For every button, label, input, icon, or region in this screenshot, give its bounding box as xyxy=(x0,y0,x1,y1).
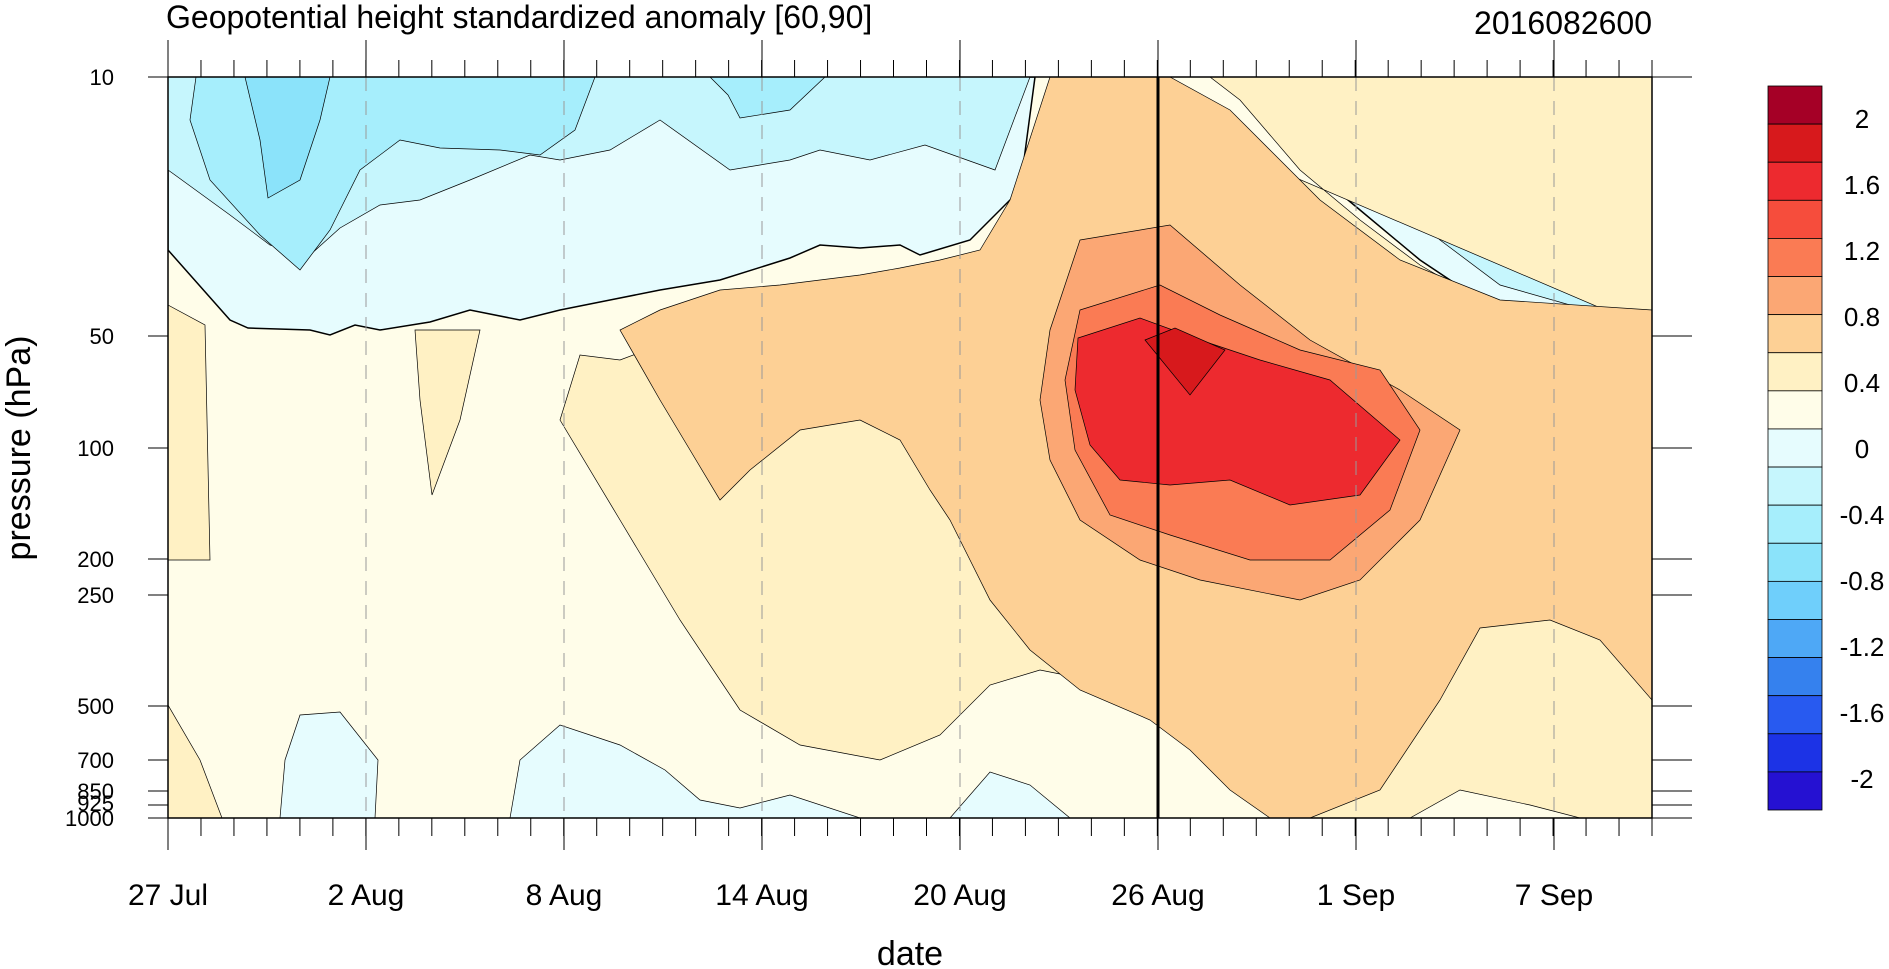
colorbar-swatch xyxy=(1767,771,1823,811)
colorbar-swatch xyxy=(1767,466,1823,506)
colorbar-swatch xyxy=(1767,733,1823,773)
contour-band-neg-12 xyxy=(279,711,379,818)
date-gridlines xyxy=(365,77,1555,818)
y-tick-1000: 1000 xyxy=(65,806,1692,831)
y-tick-700: 700 xyxy=(77,748,1692,773)
y-tick-label: 850 xyxy=(77,779,114,804)
colorbar-swatch xyxy=(1767,390,1823,430)
contour-field xyxy=(168,77,1652,818)
colorbar-swatch xyxy=(1767,352,1823,392)
y-tick-50: 50 xyxy=(90,324,1692,349)
x-tick-7-sep: 7 Sep xyxy=(1515,40,1593,912)
contour-band-pos-2 xyxy=(414,329,481,496)
y-tick-label: 100 xyxy=(77,436,114,461)
y-tick-925: 925 xyxy=(77,791,1692,816)
colorbar-label: -0.8 xyxy=(1840,566,1885,596)
x-tick-14-aug: 14 Aug xyxy=(715,40,809,912)
y-tick-label: 925 xyxy=(77,791,114,816)
colorbar-swatch xyxy=(1767,619,1823,658)
colorbar-label: 0.8 xyxy=(1844,302,1880,332)
date-stamp: 2016082600 xyxy=(1474,5,1652,41)
colorbar-label: 0 xyxy=(1855,434,1869,464)
y-axis-title: pressure (hPa) xyxy=(0,336,38,561)
colorbar-swatch xyxy=(1767,123,1823,163)
colorbar-swatch xyxy=(1767,580,1823,620)
y-tick-label: 200 xyxy=(77,547,114,572)
x-tick-1-sep: 1 Sep xyxy=(1317,40,1395,912)
colorbar-swatch xyxy=(1767,504,1823,544)
x-tick-label: 26 Aug xyxy=(1111,879,1204,912)
colorbar-label: 0.4 xyxy=(1844,368,1880,398)
x-axis-title: date xyxy=(877,935,943,969)
colorbar-swatch xyxy=(1767,199,1823,239)
colorbar xyxy=(1767,85,1823,811)
x-tick-26-aug: 26 Aug xyxy=(1111,40,1205,912)
x-minor-ticks xyxy=(167,60,1653,836)
colorbar-swatch xyxy=(1767,695,1823,735)
x-tick-27-jul: 27 Jul xyxy=(128,40,208,912)
y-tick-100: 100 xyxy=(77,436,1692,461)
y-tick-10: 10 xyxy=(90,65,1692,90)
x-tick-20-aug: 20 Aug xyxy=(913,40,1007,912)
y-tick-200: 200 xyxy=(77,547,1692,572)
colorbar-label: -1.6 xyxy=(1840,698,1885,728)
contour-band-pos-8 xyxy=(1144,327,1226,396)
y-tick-label: 1000 xyxy=(65,806,114,831)
colorbar-label: -0.4 xyxy=(1840,500,1885,530)
colorbar-label: -2 xyxy=(1850,764,1873,794)
contour-band-neg-3 xyxy=(244,77,331,199)
x-tick-label: 1 Sep xyxy=(1317,879,1395,912)
colorbar-swatch xyxy=(1767,238,1823,277)
x-tick-label: 8 Aug xyxy=(526,879,603,912)
y-tick-label: 50 xyxy=(90,324,114,349)
y-tick-250: 250 xyxy=(77,583,1692,608)
colorbar-swatch xyxy=(1767,428,1823,468)
contour-band-pos-1 xyxy=(168,704,223,818)
contour-band-pos-0 xyxy=(168,304,211,561)
y-tick-label: 250 xyxy=(77,583,114,608)
colorbar-swatch xyxy=(1767,85,1823,125)
colorbar-swatch xyxy=(1767,276,1823,316)
colorbar-swatch xyxy=(1767,161,1823,201)
x-tick-label: 7 Sep xyxy=(1515,879,1593,912)
colorbar-swatch xyxy=(1767,314,1823,354)
contour-band-neg-13 xyxy=(509,724,861,818)
colorbar-labels: 2 1.6 1.2 0.8 0.4 0 -0.4 -0.8 -1.2 -1.6 … xyxy=(1840,104,1885,794)
y-tick-850: 850 xyxy=(77,779,1692,804)
x-axis: 27 Jul 2 Aug 8 Aug 14 Aug 20 Aug 26 Aug … xyxy=(128,40,1593,912)
x-tick-2-aug: 2 Aug xyxy=(328,40,405,912)
colorbar-swatch xyxy=(1767,657,1823,697)
colorbar-label: -1.2 xyxy=(1840,632,1885,662)
colorbar-label: 1.2 xyxy=(1844,236,1880,266)
colorbar-label: 2 xyxy=(1855,104,1869,134)
contour-band-neg-14 xyxy=(949,771,1071,818)
x-tick-label: 2 Aug xyxy=(328,879,405,912)
x-tick-label: 27 Jul xyxy=(128,879,208,912)
chart-title: Geopotential height standardized anomaly… xyxy=(166,0,872,35)
y-axis: 10 50 100 200 250 500 700 850 xyxy=(65,65,1692,831)
x-tick-label: 20 Aug xyxy=(913,879,1006,912)
colorbar-swatch xyxy=(1767,542,1823,582)
y-tick-label: 10 xyxy=(90,65,114,90)
y-tick-500: 500 xyxy=(77,694,1692,719)
y-tick-label: 700 xyxy=(77,748,114,773)
y-tick-label: 500 xyxy=(77,694,114,719)
x-tick-label: 14 Aug xyxy=(715,879,808,912)
colorbar-label: 1.6 xyxy=(1844,170,1880,200)
x-tick-8-aug: 8 Aug xyxy=(526,40,603,912)
contour-band-neg-4 xyxy=(709,77,826,119)
